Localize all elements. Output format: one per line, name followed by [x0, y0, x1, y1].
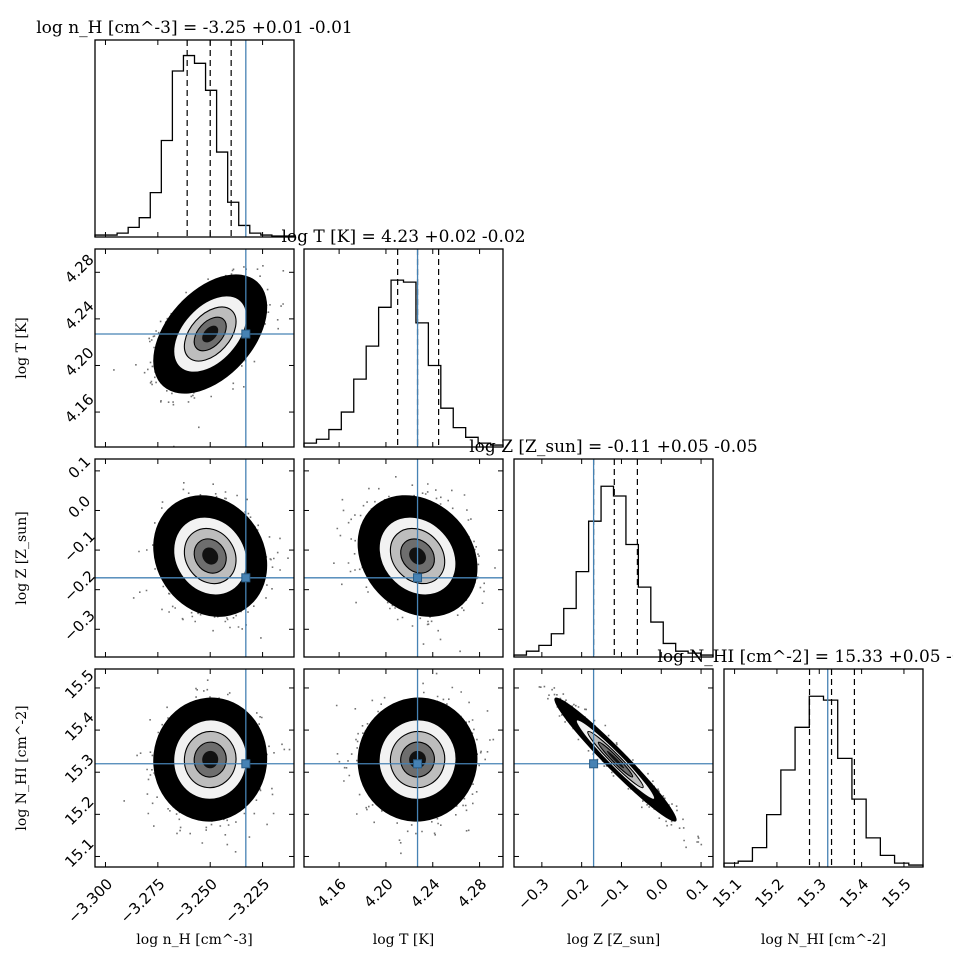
y-tick-label: 15.1 [61, 835, 97, 871]
y-tick-label: −0.1 [60, 527, 98, 565]
truth-marker [413, 573, 423, 583]
y-tick-label: 15.3 [61, 751, 97, 787]
density-panel-2-0 [94, 458, 295, 658]
panel-frame [513, 668, 714, 868]
x-tick-label: 4.28 [454, 875, 490, 911]
y-axis-label-3: log N_HI [cm^-2] [14, 705, 30, 830]
truth-marker [413, 759, 423, 769]
x-tick-label: 15.5 [878, 875, 914, 911]
x-tick-label: 15.2 [751, 875, 787, 911]
truth-marker [241, 573, 251, 583]
x-axis-label-3: log N_HI [cm^-2] [761, 932, 886, 948]
x-tick-label: 15.4 [836, 875, 872, 911]
x-tick-label: −3.250 [169, 875, 221, 927]
truth-marker [241, 759, 251, 769]
y-tick-label: 15.4 [61, 708, 97, 744]
y-axis-label-2: log Z [Z_sun] [14, 511, 30, 604]
truth-marker [589, 759, 599, 769]
panel-frame [513, 458, 714, 658]
x-tick-label: 4.16 [314, 875, 350, 911]
y-tick-label: −0.2 [60, 567, 98, 605]
panel-title-1: log T [K] = 4.23 +0.02 -0.02 [281, 227, 525, 247]
y-tick-label: 15.2 [61, 793, 97, 829]
x-tick-label: −0.1 [594, 875, 632, 913]
density-panel-1-0 [94, 248, 295, 448]
x-tick-label: 4.24 [407, 875, 443, 911]
y-tick-label: 4.28 [61, 251, 97, 287]
density-panel-3-0 [94, 668, 295, 868]
x-tick-label: 0.1 [682, 875, 712, 905]
panel-frame [94, 668, 295, 868]
x-tick-label: 4.20 [360, 875, 396, 911]
y-tick-label: 0.0 [65, 492, 95, 522]
x-tick-label: 0.0 [642, 875, 672, 905]
y-axis-label-1: log T [K] [14, 317, 30, 379]
y-tick-label: 15.5 [61, 666, 97, 702]
x-tick-label: −3.275 [117, 875, 169, 927]
y-tick-label: 4.20 [61, 344, 97, 380]
y-tick-label: 4.24 [61, 297, 97, 333]
x-tick-label: 15.1 [709, 875, 745, 911]
histogram-2 [513, 485, 714, 657]
y-tick-label: −0.3 [60, 606, 98, 644]
panel-frame [303, 248, 504, 448]
panel-title-3: log N_HI [cm^-2] = 15.33 +0.05 -0.05 [657, 647, 953, 667]
x-axis-label-1: log T [K] [373, 932, 435, 948]
y-tick-label: 0.1 [65, 453, 95, 483]
panel-frame [723, 668, 924, 868]
panel-frame [303, 668, 504, 868]
histogram-1 [303, 279, 504, 447]
panel-frame [303, 458, 504, 658]
x-axis-label-0: log n_H [cm^-3] [136, 932, 252, 948]
x-tick-label: 15.3 [794, 875, 830, 911]
x-tick-label: −3.300 [64, 875, 116, 927]
x-tick-label: −0.3 [514, 875, 552, 913]
panel-title-2: log Z [Z_sun] = -0.11 +0.05 -0.05 [469, 437, 758, 457]
histogram-0 [94, 54, 295, 237]
panel-title-0: log n_H [cm^-3] = -3.25 +0.01 -0.01 [36, 18, 353, 38]
panel-frame [94, 248, 295, 448]
x-tick-label: −3.225 [221, 875, 273, 927]
x-tick-label: −0.2 [554, 875, 592, 913]
panel-frame [94, 39, 295, 238]
density-panel-2-1 [303, 458, 504, 658]
density-panel-3-1 [303, 668, 504, 868]
panel-frame [94, 458, 295, 658]
y-tick-label: 4.16 [61, 390, 97, 426]
x-axis-label-2: log Z [Z_sun] [567, 932, 660, 948]
truth-marker [241, 329, 251, 339]
histogram-3 [723, 695, 924, 867]
density-panel-3-2 [513, 668, 714, 868]
